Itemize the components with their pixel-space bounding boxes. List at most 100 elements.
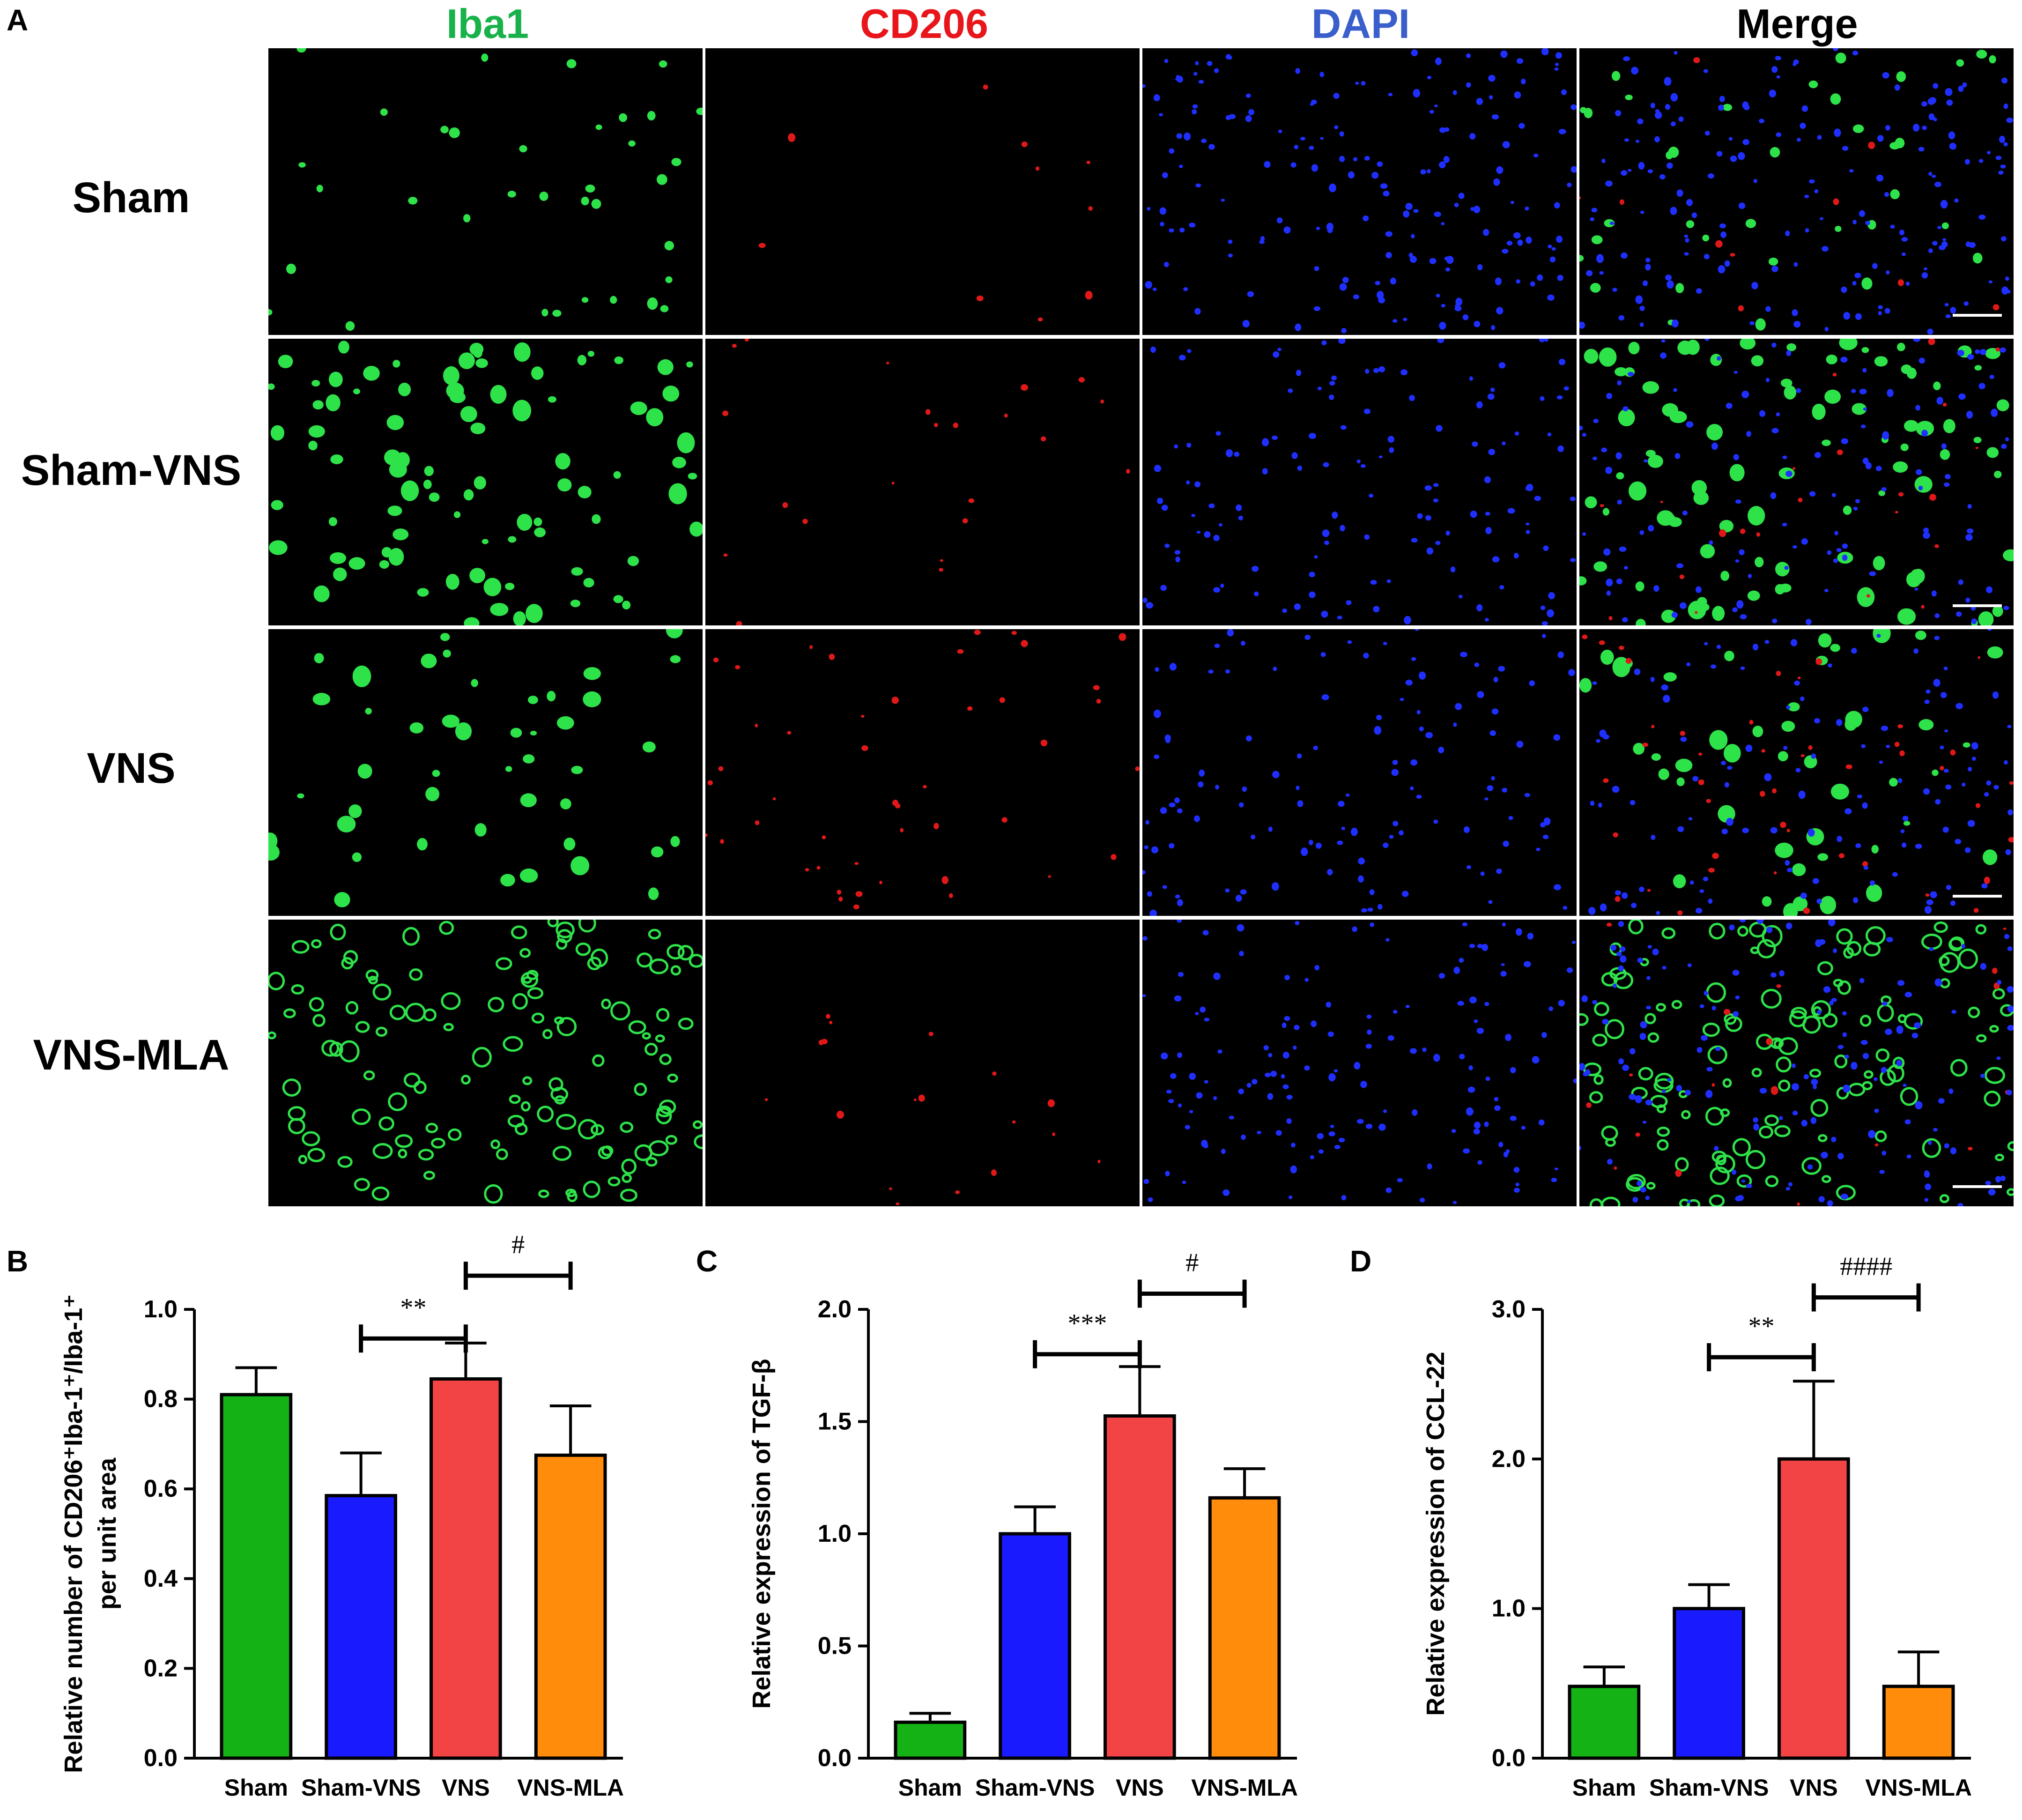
cell-mark	[1851, 647, 1857, 654]
cell-mark	[1554, 1167, 1559, 1171]
cell-mark	[1933, 381, 1941, 390]
cell-mark	[463, 489, 474, 501]
cell-mark	[1792, 863, 1806, 877]
cell-mark	[1686, 421, 1694, 428]
cell-mark	[1775, 842, 1793, 858]
cell-mark	[1778, 1037, 1798, 1055]
cell-mark	[1903, 1013, 1923, 1030]
cell-mark	[583, 667, 601, 680]
cell-mark	[1586, 270, 1593, 276]
cell-mark	[1756, 939, 1776, 958]
cell-mark	[1834, 128, 1841, 137]
cell-mark	[1228, 239, 1233, 244]
cell-mark	[1609, 221, 1615, 225]
cell-mark	[556, 1114, 577, 1130]
cell-mark	[1896, 1059, 1902, 1067]
cell-mark	[1458, 594, 1463, 599]
cell-mark	[1340, 425, 1347, 430]
cell-mark	[1934, 613, 1940, 618]
cell-mark	[1733, 371, 1738, 374]
cell-mark	[1940, 978, 1950, 988]
cell-mark	[1871, 845, 1879, 854]
cell-mark	[1937, 226, 1941, 230]
cell-mark	[1555, 52, 1562, 59]
cell-mark	[1899, 230, 1905, 236]
cell-mark	[1722, 1078, 1732, 1088]
cell-mark	[1142, 597, 1148, 603]
cell-mark	[1502, 441, 1506, 446]
cell-mark	[490, 1139, 500, 1150]
cell-mark	[1341, 328, 1347, 334]
cell-mark	[1857, 587, 1875, 607]
cell-mark	[1772, 788, 1777, 794]
cell-mark	[1956, 611, 1962, 617]
cell-mark	[1739, 549, 1745, 556]
cell-mark	[1742, 827, 1749, 833]
cell-mark	[1321, 340, 1327, 345]
cell-mark	[1435, 541, 1441, 545]
cell-mark	[1702, 234, 1710, 242]
cell-mark	[1821, 1151, 1828, 1159]
cell-mark	[1646, 1005, 1652, 1010]
cell-mark	[1865, 462, 1872, 469]
cell-mark	[620, 1122, 634, 1133]
cell-mark	[1555, 62, 1559, 67]
cell-mark	[1480, 871, 1485, 876]
cell-mark	[1906, 1154, 1911, 1159]
cell-mark	[1491, 114, 1499, 120]
cell-mark	[554, 1095, 566, 1105]
cell-mark	[393, 528, 409, 541]
cell-mark	[1810, 1117, 1817, 1124]
cell-mark	[1889, 778, 1898, 787]
micrograph-image	[268, 48, 703, 331]
cell-mark	[694, 1134, 703, 1150]
cell-mark	[1632, 1196, 1638, 1203]
cell-mark	[1715, 240, 1723, 248]
cell-mark	[1175, 556, 1180, 563]
cell-mark	[1660, 352, 1666, 359]
cell-mark	[1337, 616, 1342, 620]
cell-mark	[1309, 839, 1313, 846]
cell-mark	[1724, 651, 1734, 661]
cell-mark	[1885, 1028, 1892, 1035]
cell-mark	[1958, 579, 1963, 585]
cell-mark	[1921, 605, 1925, 609]
cell-mark	[1623, 566, 1629, 570]
cell-mark	[1364, 534, 1370, 540]
cell-mark	[913, 1098, 917, 1101]
cell-mark	[268, 1031, 276, 1040]
cell-mark	[1503, 840, 1509, 847]
cell-mark	[1640, 210, 1644, 214]
cell-mark	[1894, 742, 1900, 747]
cell-mark	[1208, 144, 1215, 150]
cell-mark	[1785, 1187, 1791, 1191]
cell-mark	[577, 355, 587, 365]
cell-mark	[837, 1110, 844, 1119]
cell-mark	[667, 944, 685, 960]
cell-mark	[1869, 880, 1875, 886]
cell-mark	[1877, 135, 1884, 142]
cell-mark	[1861, 277, 1873, 290]
cell-mark	[1639, 305, 1645, 311]
cell-mark	[1940, 449, 1950, 460]
cell-mark	[688, 473, 697, 480]
cell-mark	[421, 654, 437, 669]
cell-mark	[1466, 1107, 1474, 1116]
cell-mark	[1978, 656, 1981, 659]
cell-mark	[1604, 219, 1615, 228]
cell-mark	[1874, 1077, 1878, 1081]
cell-mark	[1179, 227, 1185, 233]
cell-mark	[2000, 347, 2006, 353]
cell-mark	[1759, 410, 1766, 417]
cell-mark	[1836, 719, 1843, 726]
cell-mark	[1458, 193, 1465, 199]
cell-mark	[1174, 995, 1182, 1002]
cell-mark	[1319, 72, 1325, 77]
cell-mark	[1477, 264, 1483, 271]
cell-mark	[1639, 322, 1644, 327]
cell-mark	[1792, 1063, 1796, 1068]
cell-mark	[1976, 50, 1987, 59]
cell-mark	[968, 498, 975, 503]
x-tick-label: Sham-VNS	[975, 1775, 1095, 1801]
cell-mark	[1923, 532, 1930, 539]
